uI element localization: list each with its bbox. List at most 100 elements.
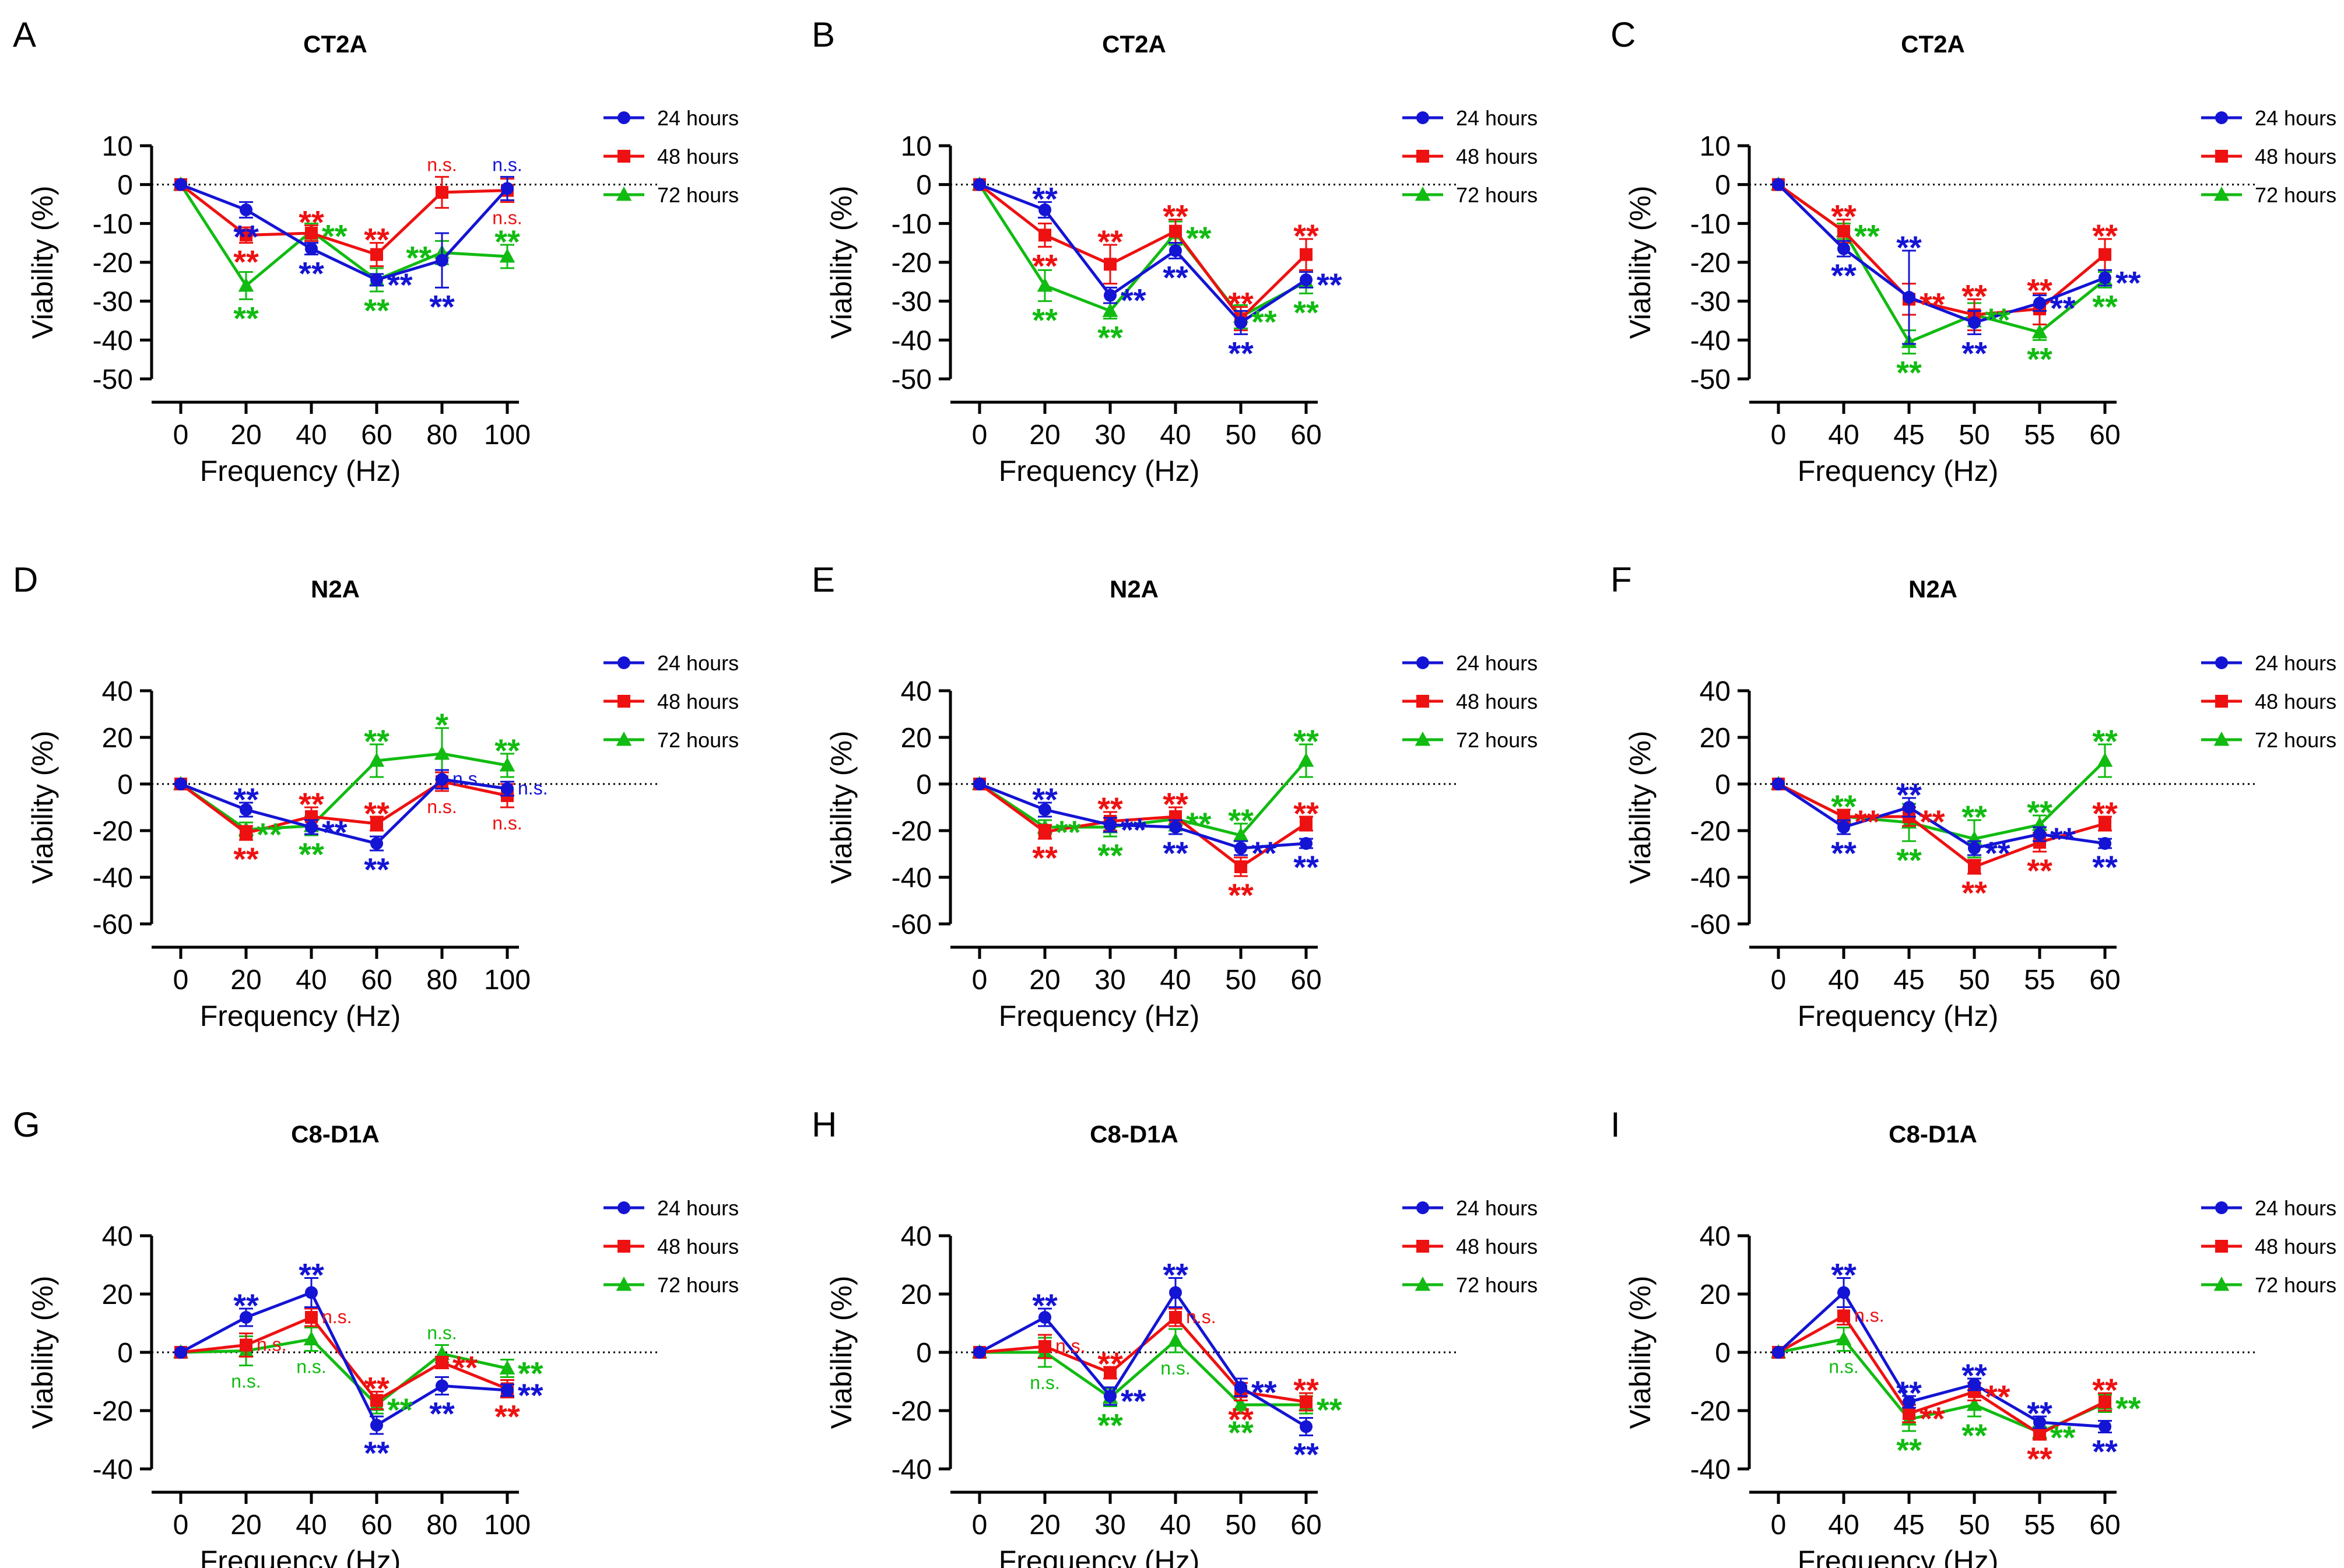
significance-label: ** <box>1961 1357 1987 1394</box>
y-axis-label: Viability (%) <box>26 1275 59 1429</box>
significance-label: ** <box>2092 795 2118 832</box>
x-tick-label: 0 <box>173 1510 189 1541</box>
series-72h <box>1770 176 2113 355</box>
series-48h <box>174 771 514 841</box>
significance-label: ** <box>299 1257 324 1293</box>
legend-marker <box>617 150 630 163</box>
significance-label: ** <box>2027 852 2052 889</box>
data-point <box>1169 1311 1182 1324</box>
x-tick-label: 100 <box>484 420 531 451</box>
data-point <box>1234 842 1247 855</box>
x-axis-label: Frequency (Hz) <box>1798 1000 1999 1032</box>
significance-label: ** <box>233 218 259 255</box>
significance-label: ** <box>1961 1417 1987 1454</box>
y-tick-label: 0 <box>1715 1338 1731 1369</box>
x-tick-label: 45 <box>1893 1510 1924 1541</box>
y-tick-label: 40 <box>901 676 932 707</box>
significance-label: ** <box>1920 286 1945 322</box>
y-tick-label: -20 <box>1690 1396 1731 1427</box>
significance-label: ** <box>1317 266 1342 303</box>
significance-label: ** <box>2050 821 2076 857</box>
data-point <box>1167 1333 1184 1347</box>
significance-label: ** <box>1228 1401 1254 1438</box>
data-point <box>305 1311 318 1324</box>
x-axis-label: Frequency (Hz) <box>999 455 1200 487</box>
legend-label: 48 hours <box>2255 145 2336 168</box>
y-tick-label: -50 <box>93 364 133 395</box>
y-tick-label: 40 <box>102 676 133 707</box>
legend-marker <box>616 732 632 746</box>
data-point <box>1234 1381 1247 1394</box>
x-tick-label: 100 <box>484 965 531 996</box>
significance-label: ** <box>1186 220 1212 256</box>
significance-label: ** <box>1163 1257 1188 1293</box>
data-point <box>2099 1395 2111 1408</box>
legend-label: 24 hours <box>1456 651 1538 675</box>
legend-marker <box>2215 1240 2228 1253</box>
significance-label: ** <box>364 1435 390 1471</box>
x-tick-label: 55 <box>2024 1510 2055 1541</box>
significance-label: ** <box>1831 257 1857 294</box>
significance-label: ** <box>1186 806 1212 842</box>
data-point <box>1300 817 1313 830</box>
data-point <box>1837 1286 1850 1299</box>
significance-label: ** <box>1163 786 1188 822</box>
y-tick-label: 10 <box>901 131 932 162</box>
significance-label: ** <box>1121 811 1146 848</box>
legend-label: 48 hours <box>1456 145 1538 168</box>
legend-marker <box>617 1201 630 1214</box>
series-line <box>978 1289 1307 1428</box>
y-axis-label: Viability (%) <box>1624 730 1657 884</box>
y-tick-label: 40 <box>102 1221 133 1252</box>
panel-letter: H <box>812 1105 837 1144</box>
x-tick-label: 40 <box>1160 965 1191 996</box>
panel-title: C8-D1A <box>1090 1120 1178 1148</box>
panel-letter: G <box>13 1105 40 1144</box>
panel-title: CT2A <box>303 30 367 58</box>
x-axis-label: Frequency (Hz) <box>1798 455 1999 487</box>
panel-F: F N2A 40 20 0 -20 -40 -60 0 40 45 50 55 60 Frequency (… <box>1610 560 2336 1032</box>
data-point <box>1038 825 1051 838</box>
y-tick-label: 0 <box>1715 769 1731 800</box>
significance-label: ** <box>1163 835 1188 871</box>
legend-marker <box>2215 656 2228 669</box>
series-line <box>180 780 508 835</box>
significance-label: ** <box>1961 874 1987 911</box>
data-point <box>1169 1286 1182 1299</box>
data-point <box>2099 817 2111 830</box>
significance-label: ** <box>1032 781 1058 818</box>
y-tick-label: 0 <box>117 769 133 800</box>
data-point <box>1903 801 1915 814</box>
x-tick-label: 30 <box>1094 420 1125 451</box>
x-tick-label: 100 <box>484 1510 531 1541</box>
series-line <box>179 184 508 288</box>
significance-label: n.s. <box>1055 1335 1086 1356</box>
panel-title: C8-D1A <box>1889 1120 1977 1148</box>
y-tick-label: 20 <box>1700 1279 1731 1310</box>
data-point <box>238 277 254 292</box>
legend-marker <box>617 695 630 708</box>
data-point <box>1903 1395 1915 1408</box>
significance-label: ** <box>1831 835 1857 871</box>
y-tick-label: -40 <box>93 1454 133 1485</box>
data-point <box>2099 837 2111 850</box>
legend-marker <box>2213 187 2230 201</box>
series-line <box>180 752 508 831</box>
y-tick-label: -20 <box>93 816 133 847</box>
data-point <box>1169 244 1182 257</box>
legend-label: 72 hours <box>1456 728 1538 752</box>
series-line <box>180 183 508 256</box>
significance-label: ** <box>1163 198 1188 235</box>
y-tick-label: 10 <box>1700 131 1731 162</box>
y-axis-label: Viability (%) <box>825 1275 858 1429</box>
legend-marker <box>2215 150 2228 163</box>
legend-label: 48 hours <box>1456 690 1538 713</box>
panel-H: H C8-D1A 40 20 0 -20 -40 0 20 30 40 50 60 Frequency (… <box>812 1105 1538 1568</box>
series-24h <box>174 769 514 852</box>
significance-label: ** <box>518 1355 543 1392</box>
legend-label: 24 hours <box>657 106 739 130</box>
data-point <box>1038 203 1051 216</box>
data-point <box>370 248 383 261</box>
y-tick-label: -40 <box>1690 863 1731 894</box>
legend-marker <box>1416 1240 1429 1253</box>
